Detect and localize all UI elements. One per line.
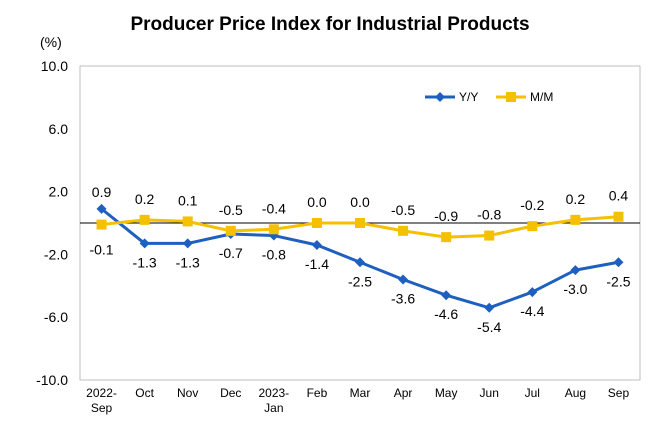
x-tick-label: Sep xyxy=(91,401,113,415)
x-tick-label: Mar xyxy=(350,386,371,400)
y-tick-label: -6.0 xyxy=(44,309,68,325)
yy-data-label: -5.4 xyxy=(477,319,501,335)
yy-point xyxy=(613,257,623,267)
x-tick-label: Jan xyxy=(264,401,283,415)
x-tick-label: Jul xyxy=(525,386,540,400)
x-tick-label: Oct xyxy=(135,386,154,400)
yy-point xyxy=(355,257,365,267)
yy-data-label: -0.8 xyxy=(262,247,286,263)
mm-data-label: -0.2 xyxy=(520,197,544,213)
mm-point xyxy=(527,221,537,231)
x-tick-label: Feb xyxy=(307,386,328,400)
yy-point xyxy=(398,275,408,285)
yy-data-label: -3.0 xyxy=(563,281,587,297)
x-tick-label: Sep xyxy=(608,386,630,400)
y-tick-label: 10.0 xyxy=(41,58,68,74)
x-tick-label: 2023- xyxy=(258,386,289,400)
x-tick-label: May xyxy=(435,386,458,400)
yy-data-label: 0.9 xyxy=(92,184,112,200)
mm-point xyxy=(140,215,150,225)
y-tick-label: 2.0 xyxy=(49,184,69,200)
mm-data-label: -0.4 xyxy=(262,200,286,216)
yy-data-label: -1.3 xyxy=(133,254,157,270)
mm-point xyxy=(97,220,107,230)
yy-point xyxy=(527,287,537,297)
yy-data-label: -4.4 xyxy=(520,303,544,319)
line-chart: 10.06.02.0-2.0-6.0-10.02022-SepOct Nov Dec… xyxy=(0,0,660,440)
yy-point xyxy=(570,265,580,275)
mm-point xyxy=(269,224,279,234)
mm-point xyxy=(441,232,451,242)
yy-point xyxy=(484,303,494,313)
mm-data-label: 0.0 xyxy=(307,194,327,210)
yy-point xyxy=(312,240,322,250)
mm-data-label: 0.1 xyxy=(178,192,198,208)
yy-data-label: -1.4 xyxy=(305,256,329,272)
mm-data-label: 0.0 xyxy=(350,194,370,210)
yy-data-label: -4.6 xyxy=(434,306,458,322)
yy-data-label: -3.6 xyxy=(391,291,415,307)
mm-data-label: 0.2 xyxy=(135,191,155,207)
mm-data-label: -0.5 xyxy=(219,202,243,218)
mm-data-label: -0.1 xyxy=(89,242,113,258)
x-tick-label: Jun xyxy=(480,386,499,400)
mm-point xyxy=(355,218,365,228)
yy-data-label: -2.5 xyxy=(606,273,630,289)
legend-label-yy: Y/Y xyxy=(459,90,478,104)
mm-data-label: -0.5 xyxy=(391,202,415,218)
x-tick-label: Nov xyxy=(177,386,198,400)
x-tick-label: Aug xyxy=(565,386,586,400)
y-tick-label: 6.0 xyxy=(49,121,69,137)
mm-data-label: 0.4 xyxy=(609,188,629,204)
mm-point xyxy=(226,226,236,236)
y-tick-label: -2.0 xyxy=(44,246,68,262)
yy-data-label: -2.5 xyxy=(348,273,372,289)
legend-marker-yy xyxy=(435,92,445,102)
y-tick-label: -10.0 xyxy=(36,372,68,388)
x-tick-label: Dec xyxy=(220,386,241,400)
mm-point xyxy=(570,215,580,225)
legend-marker-mm xyxy=(506,92,516,102)
mm-data-label: -0.8 xyxy=(477,207,501,223)
x-tick-label: Apr xyxy=(394,386,413,400)
mm-data-label: -0.9 xyxy=(434,208,458,224)
legend-label-mm: M/M xyxy=(530,90,553,104)
mm-point xyxy=(613,212,623,222)
yy-data-label: -0.7 xyxy=(219,245,243,261)
yy-point xyxy=(183,238,193,248)
mm-point xyxy=(312,218,322,228)
mm-point xyxy=(484,231,494,241)
mm-point xyxy=(183,216,193,226)
x-tick-label: 2022- xyxy=(86,386,117,400)
yy-data-label: -1.3 xyxy=(176,254,200,270)
mm-data-label: 0.2 xyxy=(566,191,586,207)
yy-point xyxy=(441,290,451,300)
mm-point xyxy=(398,226,408,236)
